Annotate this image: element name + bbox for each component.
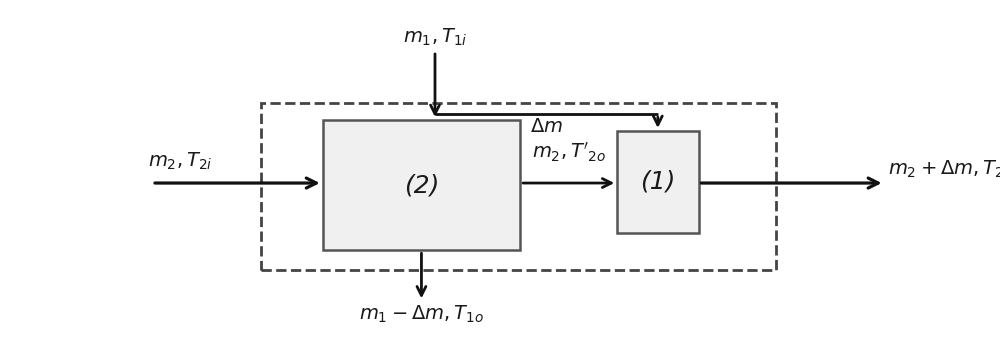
Text: (1): (1) [640, 170, 676, 193]
Text: $m_1, T_{1i}$: $m_1, T_{1i}$ [403, 27, 467, 48]
Text: $m_2, T_{2i}$: $m_2, T_{2i}$ [148, 150, 213, 172]
FancyBboxPatch shape [617, 131, 698, 232]
Text: $m_1 - \Delta m, T_{1o}$: $m_1 - \Delta m, T_{1o}$ [359, 304, 484, 325]
Text: (2): (2) [404, 173, 439, 197]
Text: $m_2, T'_{2o}$: $m_2, T'_{2o}$ [532, 141, 606, 164]
FancyBboxPatch shape [323, 120, 520, 250]
Text: $\Delta m$: $\Delta m$ [530, 117, 563, 136]
Text: $m_2 + \Delta m, T_{2o}$: $m_2 + \Delta m, T_{2o}$ [888, 159, 1000, 180]
